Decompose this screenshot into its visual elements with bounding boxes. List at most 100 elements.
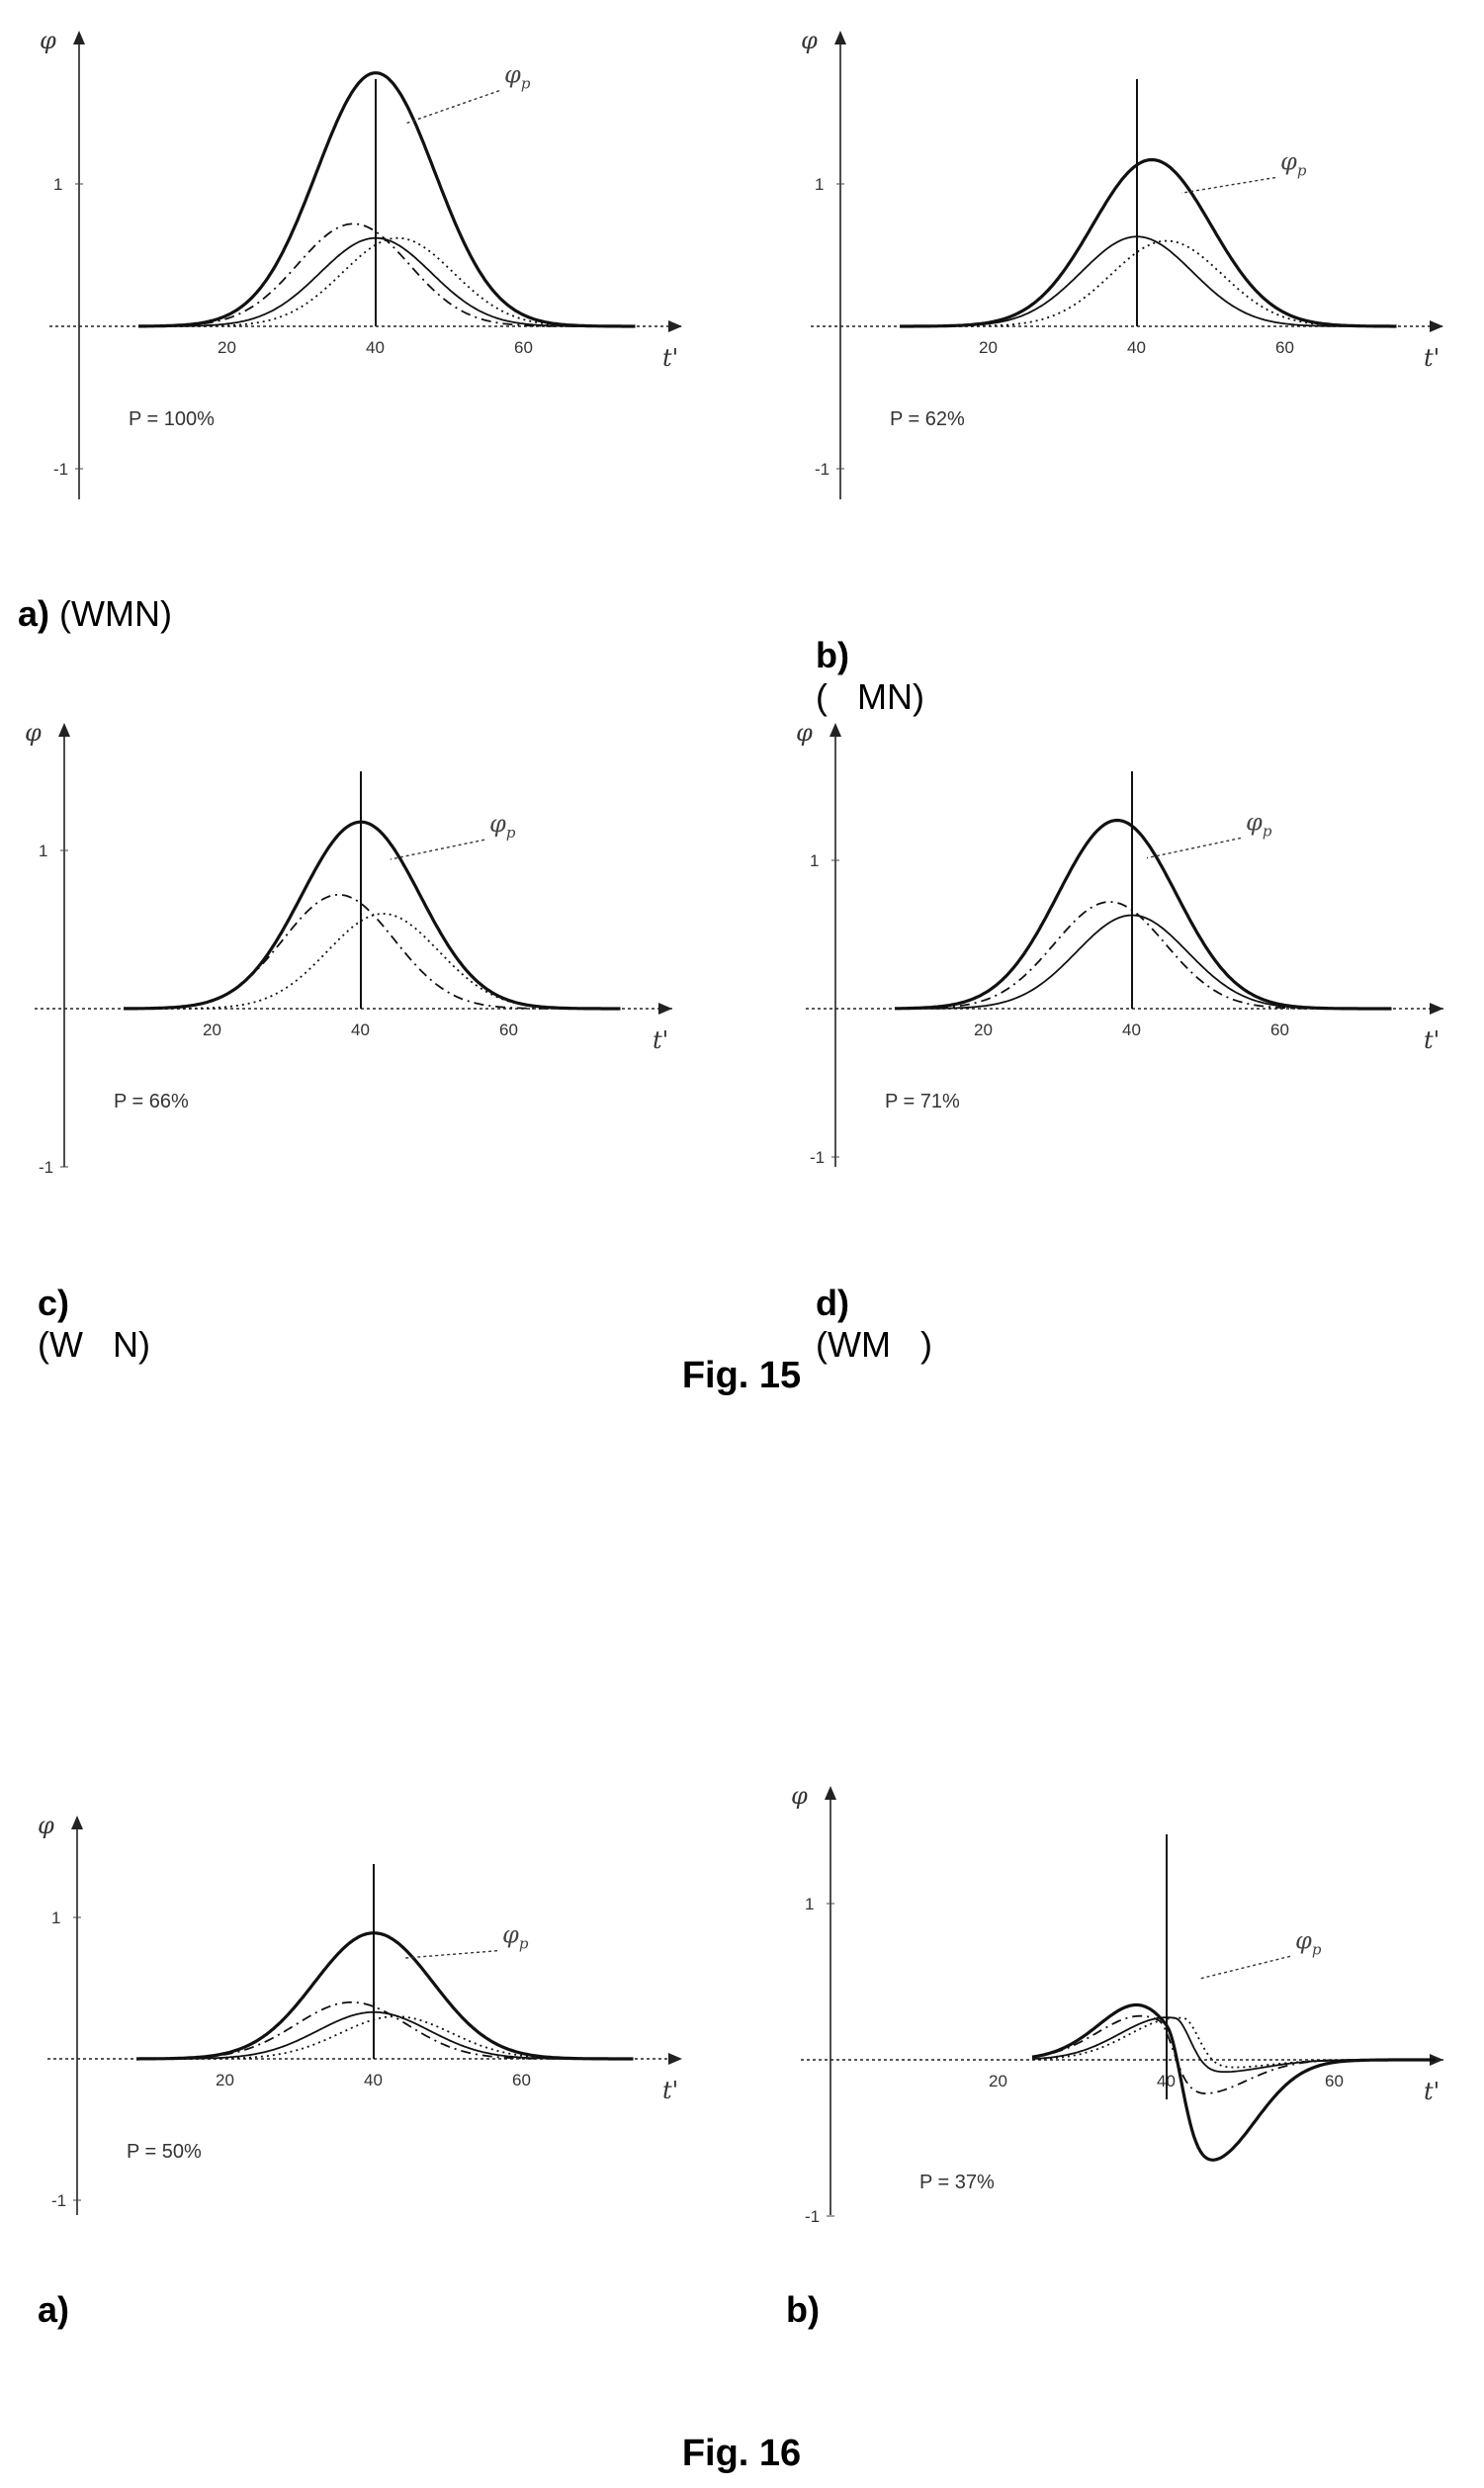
caption-rest: (WMN) [59, 593, 172, 634]
y-axis-arrow [829, 723, 841, 737]
y-axis-arrow [834, 31, 846, 44]
peak-label: φp [1280, 148, 1307, 180]
caption-rest: (W N) [38, 1324, 150, 1365]
caption-letter: a) [38, 2289, 70, 2330]
peak-label: φp [504, 61, 531, 93]
x-axis-arrow [668, 320, 682, 332]
figure-label-15: Fig. 15 [681, 1355, 802, 1396]
y-tick-label: 1 [815, 175, 824, 194]
y-axis-label: φ [40, 27, 56, 54]
caption-rest: ( MN) [816, 676, 924, 717]
peak-label: φp [502, 1921, 529, 1953]
peak-leader-line [1180, 176, 1276, 194]
y-tick-label: 1 [51, 1909, 60, 1927]
x-axis-arrow [668, 2053, 682, 2065]
x-tick-label: 60 [1275, 338, 1294, 357]
series-line-solid [900, 235, 1397, 327]
y-tick-label: -1 [815, 460, 829, 479]
y-axis-arrow [58, 723, 70, 737]
y-axis-label: φ [25, 719, 42, 747]
chart-fig15c: φ t' 20 40 60 1 -1 φp P = 66% [25, 712, 722, 1177]
x-axis-label: t' [662, 344, 678, 372]
series-line-solid-thick [1031, 2002, 1436, 2162]
percentage-label: P = 100% [129, 408, 215, 430]
percentage-label: P = 62% [890, 408, 965, 430]
series-line-solid [138, 236, 636, 327]
caption-letter: d) [816, 1283, 849, 1323]
x-tick-label: 60 [512, 2071, 531, 2089]
y-tick-label: 1 [805, 1895, 814, 1913]
x-tick-label: 60 [499, 1021, 518, 1039]
y-tick-label: 1 [810, 851, 819, 870]
x-tick-label: 40 [366, 338, 385, 357]
caption-fig15d: d) (WM ) [796, 1241, 932, 1366]
x-tick-label: 20 [218, 338, 236, 357]
y-axis-label: φ [796, 719, 813, 747]
y-axis-arrow [71, 1816, 83, 1829]
caption-fig15b: b) ( MN) [796, 593, 924, 718]
chart-fig16a: φ t' 20 40 60 1 -1 φp P = 50% [30, 1800, 722, 2215]
chart-fig15d: φ t' 20 40 60 1 -1 φp P = 71% [791, 712, 1483, 1177]
y-tick-label: 1 [39, 842, 47, 860]
peak-label: φp [1295, 1926, 1322, 1958]
x-tick-label: 20 [203, 1021, 221, 1039]
peak-label: φp [489, 810, 516, 842]
caption-fig16b: b) [786, 2289, 820, 2331]
series-line-solid-thick [136, 1931, 634, 2061]
x-axis-arrow [658, 1003, 672, 1015]
peak-leader-line [402, 1950, 498, 1959]
x-axis-label: t' [1424, 1026, 1440, 1054]
y-axis-label: φ [38, 1812, 54, 1839]
plot-svg: φ t' 20 40 60 1 -1 φp P = 100% [40, 27, 682, 499]
peak-label: φp [1246, 809, 1272, 841]
x-axis-label: t' [662, 2077, 678, 2104]
x-tick-label: 20 [974, 1021, 993, 1039]
x-tick-label: 20 [216, 2071, 234, 2089]
plot-svg: φ t' 20 40 60 1 -1 φp P = 62% [801, 27, 1443, 499]
x-tick-label: 40 [1127, 338, 1146, 357]
caption-letter: c) [38, 1283, 70, 1323]
series-line-solid-thick [138, 71, 636, 328]
caption-rest: (WM ) [816, 1324, 932, 1365]
caption-letter: a) [18, 593, 50, 634]
y-tick-label: 1 [53, 175, 62, 194]
x-tick-label: 20 [989, 2072, 1007, 2090]
peak-leader-line [1199, 1955, 1291, 1980]
series-line-solid-thick [900, 157, 1397, 328]
series-line-dotted [900, 239, 1397, 327]
series-line-dashdot [895, 901, 1392, 1010]
series-line-dotted [1031, 2016, 1436, 2069]
peak-leader-line [390, 839, 485, 860]
y-tick-label: -1 [805, 2207, 820, 2226]
x-axis-label: t' [1424, 2078, 1440, 2105]
caption-letter: b) [816, 635, 849, 675]
x-tick-label: 40 [364, 2071, 383, 2089]
x-axis-arrow [1430, 2054, 1443, 2066]
y-axis-arrow [73, 31, 85, 44]
y-tick-label: -1 [810, 1148, 825, 1167]
series-line-dashdot [124, 893, 621, 1010]
caption-fig15c: c) (W N) [18, 1241, 150, 1366]
x-axis-label: t' [1424, 344, 1440, 372]
series-line-dotted [136, 2015, 634, 2060]
x-tick-label: 20 [979, 338, 998, 357]
caption-letter: b) [786, 2289, 820, 2330]
series-line-solid [136, 2010, 634, 2060]
series-line-dashdot [136, 2000, 634, 2060]
y-axis-arrow [825, 1786, 836, 1800]
plot-svg: φ t' 20 40 60 1 -1 φp P = 71% [796, 719, 1443, 1167]
x-tick-label: 60 [1270, 1021, 1289, 1039]
percentage-label: P = 71% [885, 1091, 960, 1112]
y-axis-label: φ [801, 27, 818, 54]
series-line-solid-thick [895, 818, 1392, 1011]
series-line-solid [895, 914, 1392, 1010]
x-axis-label: t' [653, 1026, 668, 1054]
x-axis-arrow [1430, 320, 1443, 332]
caption-fig15a: a) (WMN) [18, 593, 172, 635]
series-line-dotted [138, 236, 636, 327]
series-line-dotted [124, 913, 621, 1010]
percentage-label: P = 66% [114, 1091, 189, 1112]
y-axis-label: φ [791, 1782, 808, 1810]
chart-fig15a: φ t' 20 40 60 1 -1 φp P = 100% [30, 15, 722, 509]
